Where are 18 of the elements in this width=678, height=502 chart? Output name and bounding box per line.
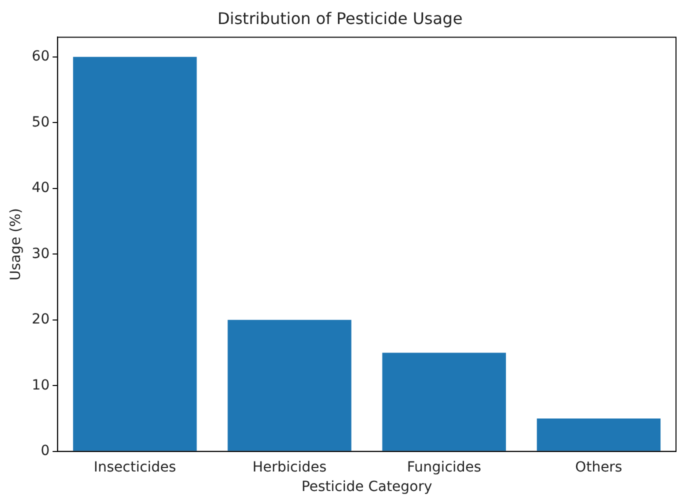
bar [536,418,661,451]
bar [228,320,352,451]
y-tick-label: 20 [32,312,50,328]
y-axis-title: Usage (%) [8,208,24,280]
x-axis-title: Pesticide Category [301,479,432,496]
y-tick-label: 50 [32,114,50,130]
x-tick-label: Herbicides [252,459,327,476]
bar [73,56,197,451]
chart-title: Distribution of Pesticide Usage [217,8,463,28]
y-tick-label: 10 [32,377,50,394]
x-tick-label: Fungicides [407,459,482,476]
x-tick-label: Insecticides [94,459,176,476]
x-tick-label: Others [575,459,622,476]
y-tick-label: 30 [32,246,50,262]
y-tick-label: 60 [32,48,50,65]
y-tick-label: 0 [40,443,50,460]
bar [382,352,506,451]
y-tick-label: 40 [32,180,50,196]
